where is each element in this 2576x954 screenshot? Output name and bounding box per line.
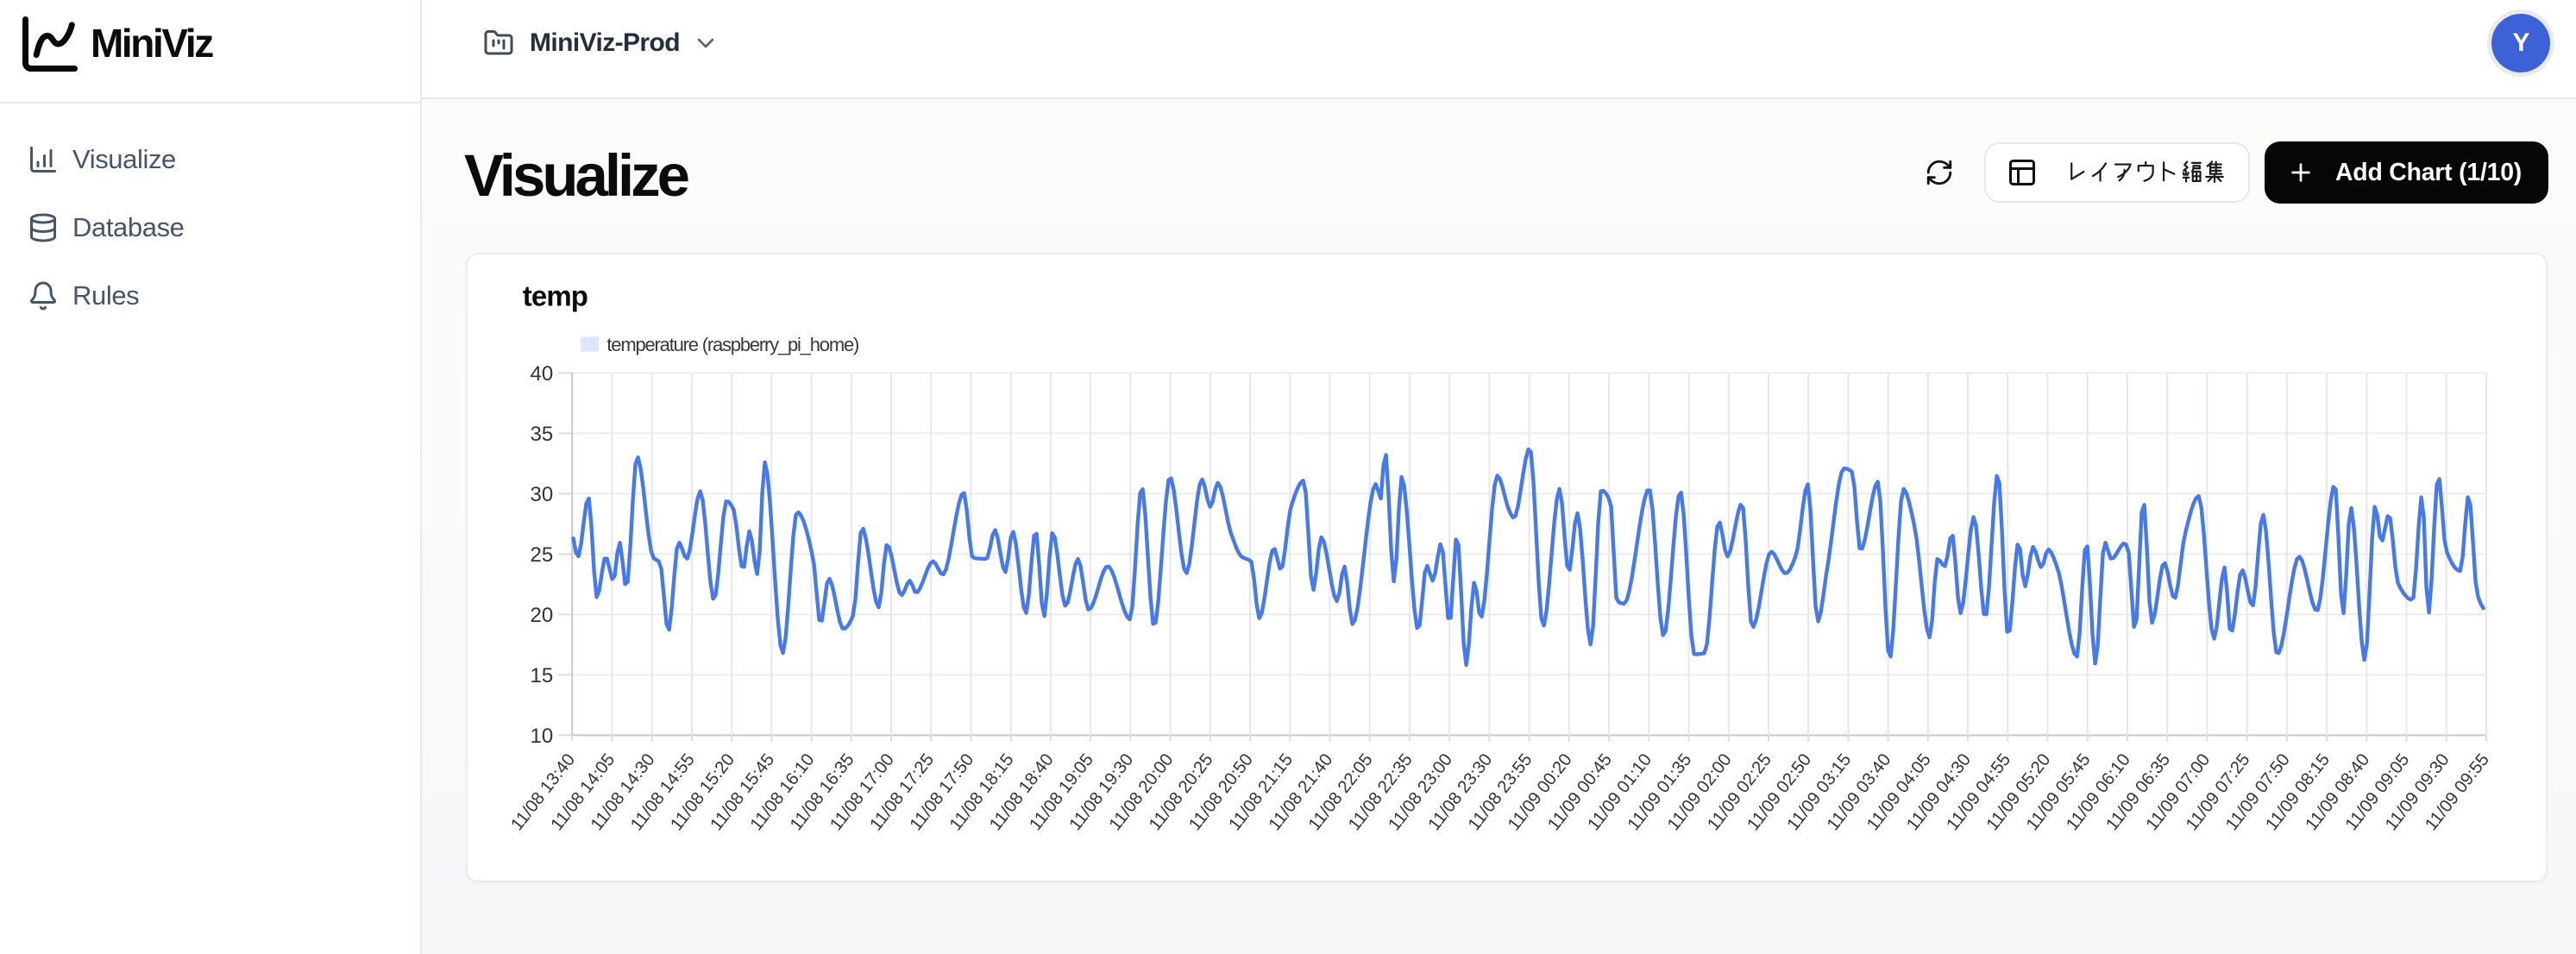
svg-text:35: 35 bbox=[530, 423, 553, 446]
svg-text:30: 30 bbox=[530, 483, 553, 506]
svg-text:10: 10 bbox=[530, 725, 553, 748]
svg-text:15: 15 bbox=[530, 664, 553, 687]
svg-text:40: 40 bbox=[530, 362, 553, 386]
svg-text:20: 20 bbox=[530, 604, 553, 627]
svg-text:temperature (raspberry_pi_home: temperature (raspberry_pi_home) bbox=[606, 333, 858, 355]
svg-text:25: 25 bbox=[530, 543, 553, 567]
svg-text:temp: temp bbox=[523, 279, 587, 311]
